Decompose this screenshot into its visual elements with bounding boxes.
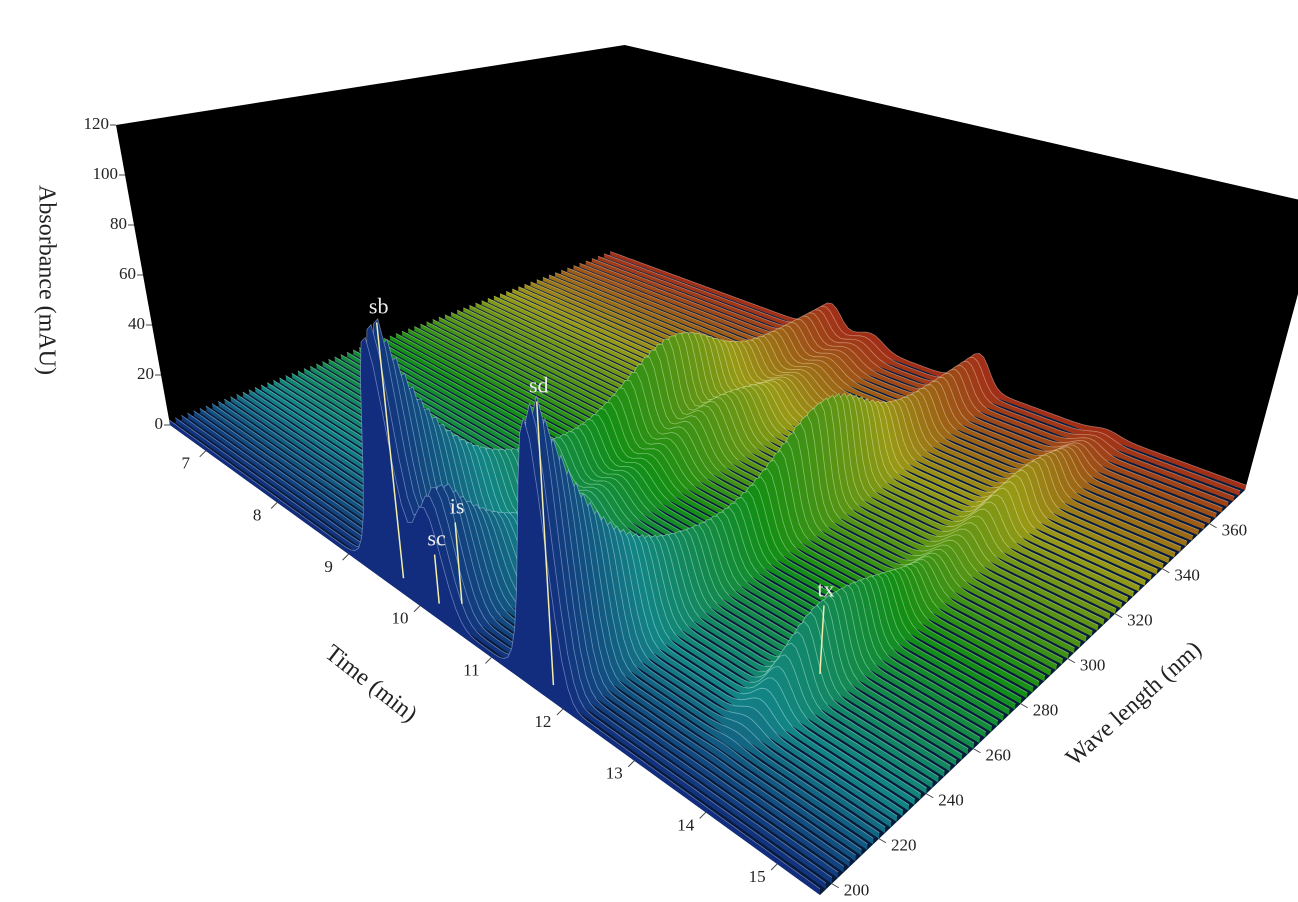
peak-label: sd [529, 373, 549, 398]
z-tick-label: 80 [110, 214, 127, 233]
x-tick-label: 10 [392, 609, 409, 628]
peak-label: sb [369, 293, 389, 318]
y-tick [973, 749, 980, 753]
x-tick [771, 864, 777, 870]
y-tick-label: 360 [1222, 521, 1248, 540]
y-tick-label: 200 [844, 881, 870, 900]
x-tick [485, 657, 491, 663]
x-tick-label: 9 [324, 557, 333, 576]
x-tick-label: 15 [749, 867, 766, 886]
peak-label: is [450, 493, 465, 518]
z-tick-label: 0 [155, 414, 164, 433]
y-tick-label: 240 [938, 791, 964, 810]
plot-area: 0 20 40 60 80 100 120 7 8 9 10 11 12 13 14 15 200 220 240 2… [84, 45, 1298, 900]
y-tick-label: 260 [985, 746, 1011, 765]
y-tick [879, 839, 886, 843]
x-tick [343, 554, 349, 560]
y-tick [926, 794, 933, 798]
y-tick [1021, 704, 1028, 708]
z-tick-label: 40 [128, 314, 145, 333]
y-tick [832, 884, 839, 888]
y-tick-label: 220 [891, 836, 917, 855]
z-axis-title: Absorbance (mAU) [33, 185, 59, 375]
x-tick-label: 11 [463, 660, 479, 679]
z-tick-label: 60 [119, 264, 136, 283]
x-tick-label: 14 [677, 815, 695, 834]
x-tick [557, 709, 563, 715]
x-tick-label: 12 [534, 712, 551, 731]
y-tick-label: 300 [1080, 656, 1106, 675]
y-tick-label: 280 [1033, 701, 1059, 720]
x-tick-label: 7 [181, 454, 190, 473]
z-tick-label: 20 [137, 364, 154, 383]
x-tick [200, 451, 206, 457]
x-tick [414, 606, 420, 612]
y-tick [1210, 524, 1217, 528]
x-tick [700, 812, 706, 818]
y-tick-label: 320 [1127, 611, 1153, 630]
x-axis-title: Time (min) [320, 640, 422, 728]
x-tick [271, 502, 277, 508]
chart: 0 20 40 60 80 100 120 7 8 9 10 11 12 13 14 15 200 220 240 2… [0, 0, 1298, 902]
y-tick [1162, 569, 1169, 573]
y-tick-label: 340 [1174, 566, 1200, 585]
x-tick [628, 761, 634, 767]
peak-label: tx [817, 577, 834, 602]
peak-label: sc [427, 526, 446, 551]
x-tick-label: 8 [253, 505, 262, 524]
x-tick-label: 13 [606, 764, 623, 783]
z-tick-label: 120 [84, 114, 110, 133]
y-tick [1115, 614, 1122, 618]
z-tick-label: 100 [93, 164, 119, 183]
y-tick [1068, 659, 1075, 663]
